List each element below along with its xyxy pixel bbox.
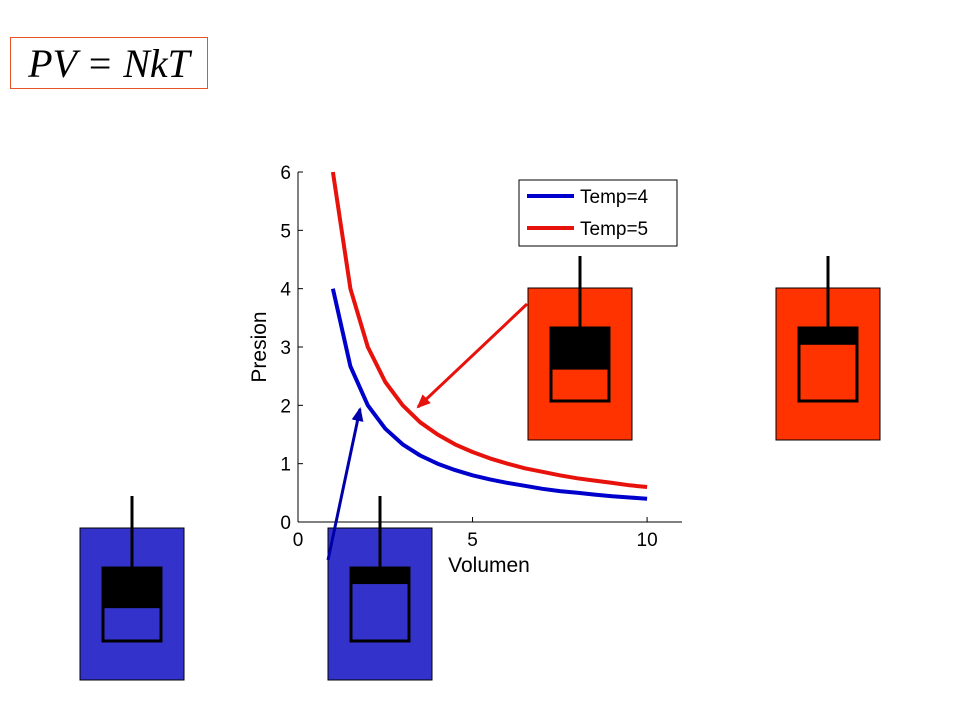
series-line-1 [330,171,648,489]
cold-cylinder-compressed [79,496,185,681]
equation-box: PV = NkT [10,37,208,89]
series-line-0 [330,288,648,501]
x-tick-label-1: 5 [467,530,478,551]
piston-head [103,568,161,609]
y-axis-label: Presion [248,311,271,382]
piston-head [551,328,609,370]
piston-head [351,568,409,585]
y-tick-label-1: 1 [280,455,291,476]
piston-head [799,328,857,345]
y-tick-label-5: 5 [280,221,291,242]
series-lines [330,171,648,501]
equation-text: PV = NkT [28,40,190,86]
x-tick-label-0: 0 [293,530,304,551]
hot-cylinder-expanded [775,256,881,441]
y-tick-label-2: 2 [280,396,291,417]
y-tick-label-3: 3 [280,338,291,359]
legend-label-1: Temp=5 [580,219,648,240]
red-pointer-arrow [416,302,529,409]
y-tick-label-0: 0 [280,513,291,534]
cold-cylinder-expanded [327,496,433,681]
hot-cylinder-compressed [527,256,633,441]
legend-label-0: Temp=4 [580,187,649,208]
x-axis-label: Volumen [448,554,530,577]
legend-box [518,179,678,247]
x-axis-ticks: 0 5 10 [293,517,658,551]
y-tick-label-6: 6 [280,163,291,184]
y-tick-label-4: 4 [280,280,291,301]
y-axis-ticks: 0 1 2 3 4 5 6 [280,163,303,534]
legend: Temp=4 Temp=5 [518,179,678,247]
pressure-volume-chart: 0 1 2 3 4 5 6 0 5 10 Volumen Presion Temp=4 Temp… [248,163,682,577]
blue-pointer-arrow [326,407,364,561]
x-tick-label-2: 10 [637,530,658,551]
